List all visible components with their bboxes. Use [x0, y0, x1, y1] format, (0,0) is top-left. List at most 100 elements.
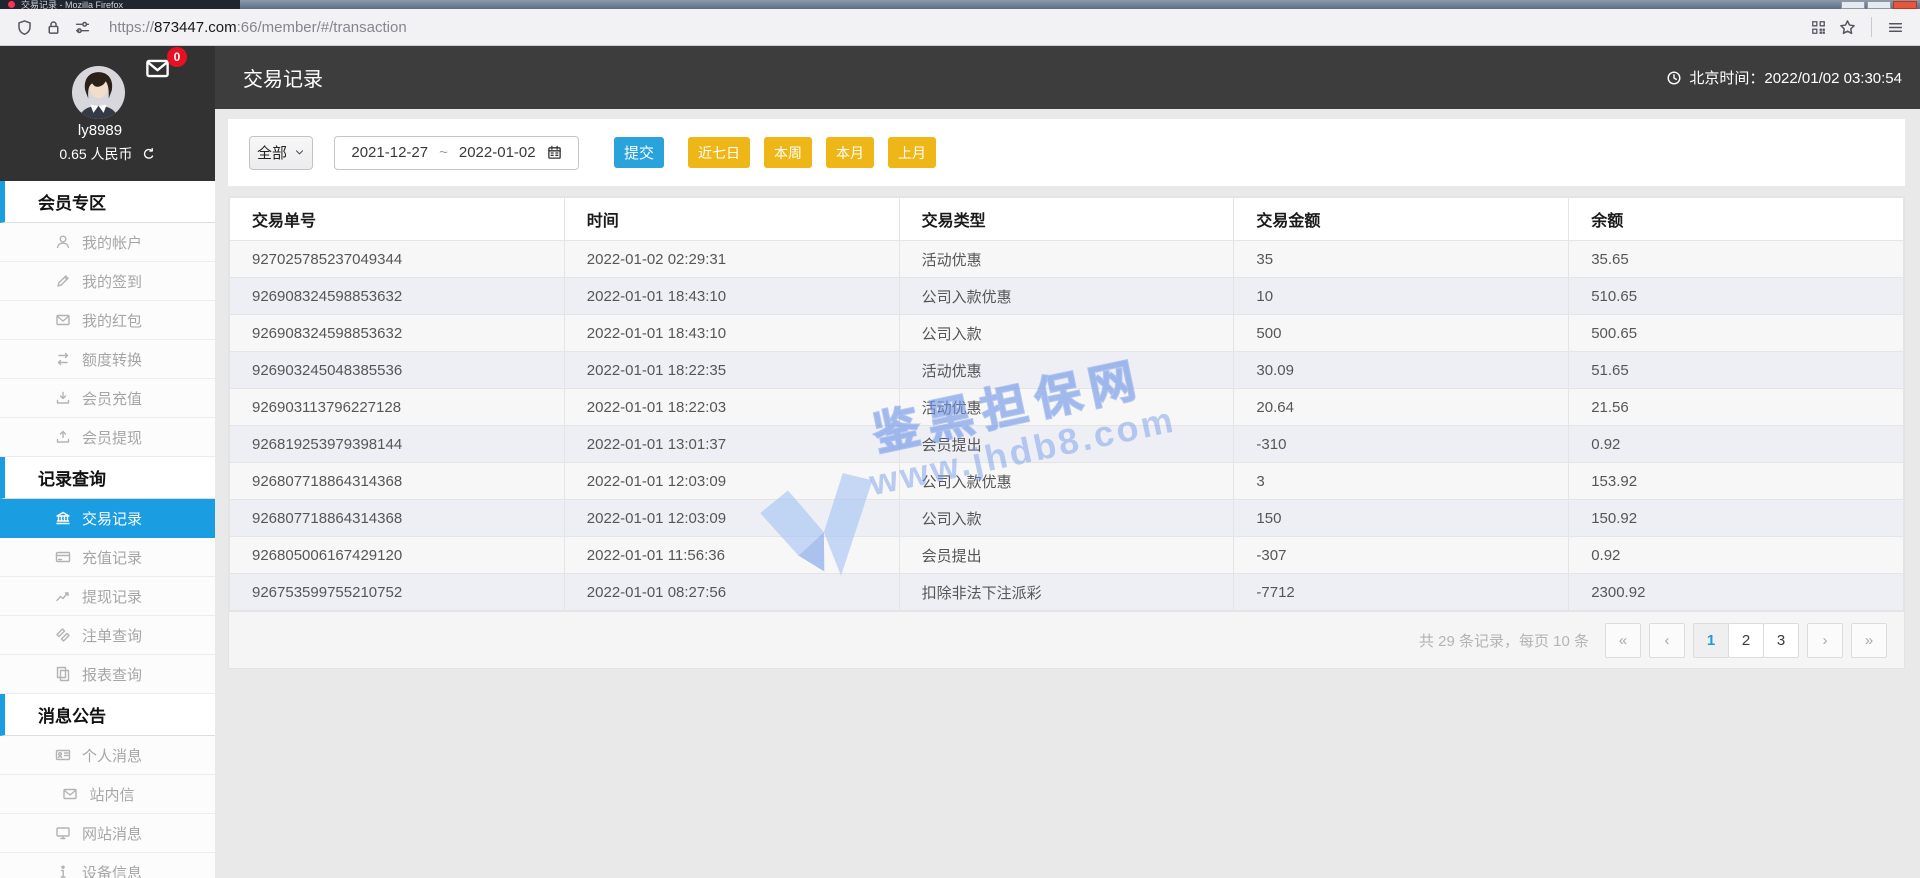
clock-icon [1666, 70, 1682, 86]
quick-filter-button[interactable]: 上月 [888, 137, 936, 168]
table-row: 927025785237049344 2022-01-02 02:29:31 活动优… [229, 240, 1904, 278]
table-cell: 活动优惠 [898, 351, 1235, 389]
minimize-button[interactable] [1841, 1, 1865, 9]
tab-favicon [8, 1, 15, 8]
table-cell: 35.65 [1568, 240, 1904, 278]
sidebar-nav: 会员专区 我的帐户 我的签到 我的红包 额度转换 会员充值 会员提现 记录查询 交易记录 充值记录… [0, 181, 215, 878]
pager-last[interactable]: » [1851, 622, 1887, 658]
table-cell: 2022-01-01 18:22:35 [563, 351, 900, 389]
table-cell: 926753599755210752 [229, 573, 565, 611]
pagination: «‹ 1 2 3 ›» [1605, 622, 1887, 658]
qr-code-icon[interactable] [1810, 19, 1827, 36]
quick-filter-button[interactable]: 近七日 [688, 137, 750, 168]
sidebar-item-user[interactable]: 我的帐户 [0, 223, 215, 262]
filter-bar: 全部 2021-12-27 ~ 2022-01-02 提交 近七日 本周 本月 上月 [228, 119, 1905, 186]
column-header: 交易单号 [229, 197, 565, 241]
pager-first[interactable]: « [1605, 622, 1641, 658]
table-cell: 926807718864314368 [229, 462, 565, 500]
bookmark-star-icon[interactable] [1839, 19, 1856, 36]
table-cell: 2022-01-01 18:43:10 [563, 277, 900, 315]
table-cell: 2022-01-01 12:03:09 [563, 462, 900, 500]
user-icon [55, 234, 71, 250]
sidebar: 0 ly8989 0.65 人民币 会员专区 我的帐户 我的签到 我的红包 额度转换 会员… [0, 46, 215, 878]
table-cell: 926908324598853632 [229, 314, 565, 352]
table-cell: 公司入款优惠 [898, 462, 1235, 500]
type-select[interactable]: 全部 [249, 135, 313, 170]
sidebar-item-swap[interactable]: 额度转换 [0, 340, 215, 379]
table-row: 926807718864314368 2022-01-01 12:03:09 公司入… [229, 462, 1904, 500]
sidebar-item-withdraw[interactable]: 会员提现 [0, 418, 215, 457]
sidebar-item-pencil[interactable]: 我的签到 [0, 262, 215, 301]
table-row: 926819253979398144 2022-01-01 13:01:37 会员提… [229, 425, 1904, 463]
permissions-icon[interactable] [74, 19, 91, 36]
refresh-icon[interactable] [141, 147, 156, 162]
table-cell: 活动优惠 [898, 240, 1235, 278]
sidebar-item-idcard[interactable]: 个人消息 [0, 736, 215, 775]
shield-icon[interactable] [16, 19, 33, 36]
sidebar-item-monitor[interactable]: 网站消息 [0, 814, 215, 853]
beijing-time: 北京时间：2022/01/02 03:30:54 [1666, 67, 1902, 88]
table-cell: 926903245048385536 [229, 351, 565, 389]
calendar-icon[interactable] [547, 145, 562, 160]
browser-tab[interactable]: 交易记录 - Mozilla Firefox [0, 0, 240, 9]
pager-page-3[interactable]: 3 [1763, 622, 1799, 658]
table-row: 926805006167429120 2022-01-01 11:56:36 会员提… [229, 536, 1904, 574]
app-frame: 0 ly8989 0.65 人民币 会员专区 我的帐户 我的签到 我的红包 额度转换 会员… [0, 46, 1920, 878]
sidebar-item-envelope[interactable]: 我的红包 [0, 301, 215, 340]
sidebar-item-label: 我的红包 [81, 312, 142, 330]
sidebar-item-bank[interactable]: 交易记录 [0, 499, 215, 538]
menu-icon[interactable] [1887, 19, 1904, 36]
sidebar-item-tags[interactable]: 注单查询 [0, 616, 215, 655]
date-range-input[interactable]: 2021-12-27 ~ 2022-01-02 [334, 135, 579, 170]
maximize-button[interactable] [1867, 1, 1891, 9]
url-path: :66/member/#/transaction [236, 18, 407, 36]
balance-row: 0.65 人民币 [0, 144, 215, 164]
table-cell: 公司入款优惠 [898, 277, 1235, 315]
url-text[interactable]: https://873447.com:66/member/#/transacti… [109, 19, 1798, 36]
quick-filter-group: 近七日 本周 本月 上月 [664, 137, 936, 168]
sidebar-item-label: 网站消息 [81, 825, 142, 843]
table-row: 926908324598853632 2022-01-01 18:43:10 公司入… [229, 314, 1904, 352]
table-cell: 会员提出 [898, 425, 1235, 463]
idcard-icon [55, 747, 71, 763]
quick-filter-button[interactable]: 本周 [764, 137, 812, 168]
pager-page-1[interactable]: 1 [1693, 622, 1729, 658]
submit-button[interactable]: 提交 [614, 137, 664, 168]
table-cell: 扣除非法下注派彩 [898, 573, 1235, 611]
table-cell: 927025785237049344 [229, 240, 565, 278]
quick-filter-button[interactable]: 本月 [826, 137, 874, 168]
sidebar-item-card[interactable]: 充值记录 [0, 538, 215, 577]
withdraw-icon [55, 429, 71, 445]
page-title: 交易记录 [243, 69, 323, 91]
sidebar-item-envelope[interactable]: 站内信 [0, 775, 215, 814]
column-header: 交易类型 [898, 197, 1235, 241]
table-cell: 会员提出 [898, 536, 1235, 574]
card-icon [55, 549, 71, 565]
table-cell: -307 [1233, 536, 1570, 574]
sidebar-item-chart[interactable]: 提现记录 [0, 577, 215, 616]
table-cell: 10 [1233, 277, 1570, 315]
pager-next[interactable]: › [1807, 622, 1843, 658]
sidebar-item-report[interactable]: 报表查询 [0, 655, 215, 694]
sidebar-section-title: 记录查询 [0, 457, 215, 499]
tab-title: 交易记录 - Mozilla Firefox [21, 0, 124, 10]
sidebar-item-deposit[interactable]: 会员充值 [0, 379, 215, 418]
record-summary: 共 29 条记录，每页 10 条 [1418, 632, 1589, 650]
sidebar-item-label: 会员充值 [81, 390, 142, 408]
lock-icon[interactable] [45, 19, 62, 36]
pager-prev[interactable]: ‹ [1649, 622, 1685, 658]
table-row: 926903245048385536 2022-01-01 18:22:35 活动优… [229, 351, 1904, 389]
sidebar-item-label: 个人消息 [81, 747, 142, 765]
sidebar-item-label: 充值记录 [81, 549, 142, 567]
close-button[interactable] [1893, 1, 1917, 9]
table-cell: 公司入款 [898, 499, 1235, 537]
table-cell: 2022-01-01 18:43:10 [563, 314, 900, 352]
sidebar-item-label: 提现记录 [81, 588, 142, 606]
sidebar-item-label: 我的帐户 [81, 234, 142, 252]
content-area: 全部 2021-12-27 ~ 2022-01-02 提交 近七日 本周 本月 上月 … [215, 109, 1920, 878]
sidebar-item-info[interactable]: 设备信息 [0, 853, 215, 878]
pager-page-2[interactable]: 2 [1728, 622, 1764, 658]
messages-button[interactable]: 0 [141, 47, 187, 82]
table-cell: 2022-01-01 18:22:03 [563, 388, 900, 426]
avatar[interactable] [72, 66, 125, 119]
